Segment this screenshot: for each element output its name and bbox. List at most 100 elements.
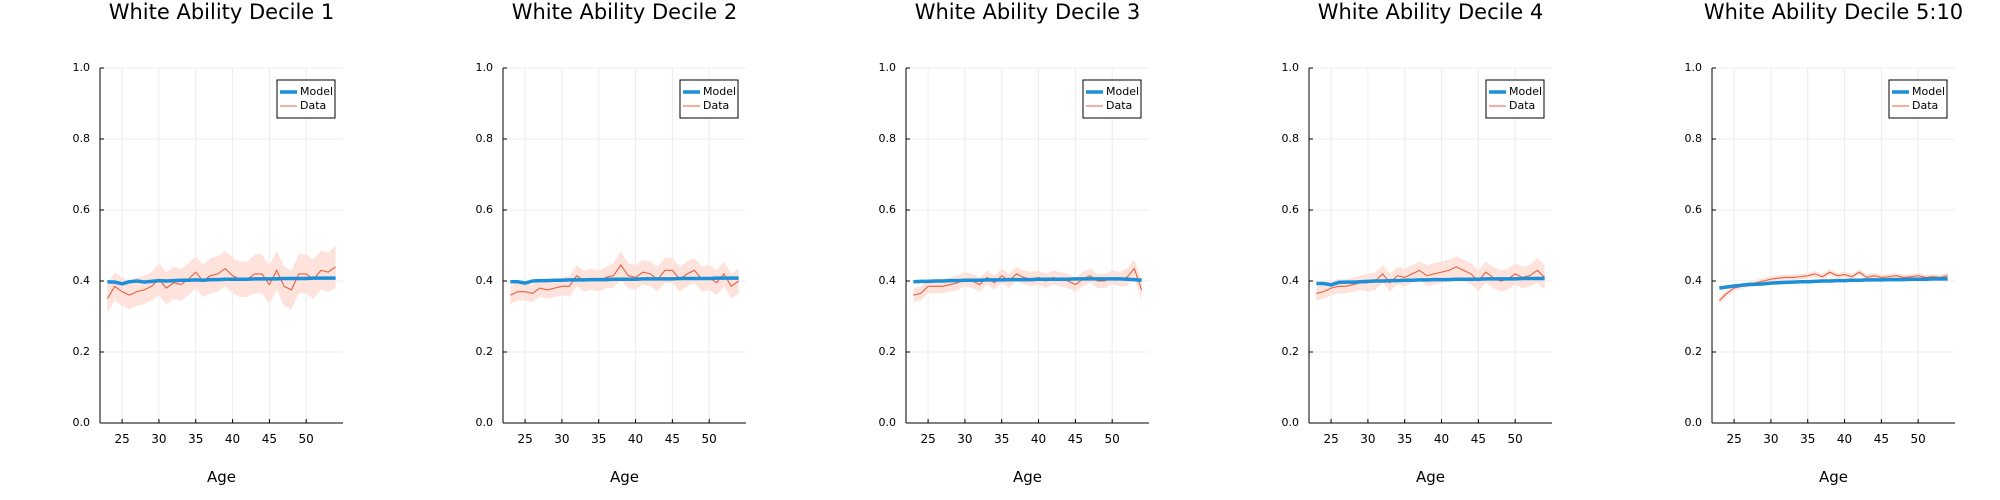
legend-data-label: Data: [1912, 99, 1938, 112]
y-tick-label: 0.2: [1685, 345, 1703, 358]
y-tick-label: 0.0: [476, 416, 494, 429]
chart-panel-4: White Ability Decile 4 25 30 35 40 45 50 0.0 0.2…: [1282, 0, 1552, 486]
x-tick-label: 40: [225, 432, 240, 446]
x-tick-label: 25: [1726, 432, 1741, 446]
x-tick-label: 35: [1397, 432, 1412, 446]
x-tick-label: 30: [957, 432, 972, 446]
y-tick-label: 0.6: [879, 203, 897, 216]
model-series-line: [1316, 276, 1545, 287]
legend-box: [679, 79, 739, 119]
legend-box: [1082, 79, 1142, 119]
y-tick-label: 0.0: [1685, 416, 1703, 429]
y-tick-label: 1.0: [73, 61, 91, 74]
chart-panel-3: White Ability Decile 3 25 30 35 40 45 50 0.0 0.2…: [879, 0, 1149, 486]
x-tick-label: 50: [1508, 432, 1523, 446]
data-series-line: [106, 266, 336, 300]
x-tick-label: 30: [554, 432, 569, 446]
x-tick-label: 45: [1471, 432, 1486, 446]
x-tick-label: 35: [591, 432, 606, 446]
model-series-line: [1719, 277, 1948, 290]
y-tick-label: 0.4: [73, 274, 91, 287]
x-axis-label: Age: [1013, 468, 1042, 486]
x-tick-label: 50: [1105, 432, 1120, 446]
legend-data-label: Data: [1106, 99, 1132, 112]
chart-panel-5: White Ability Decile 5:10 25 30 35 40 45 50 0.0…: [1685, 0, 1964, 486]
x-tick-label: 45: [665, 432, 680, 446]
legend-data-label: Data: [300, 99, 326, 112]
x-tick-label: 25: [1323, 432, 1338, 446]
x-axis-label: Age: [207, 468, 236, 486]
x-tick-label: 50: [1911, 432, 1926, 446]
legend-model-label: Model: [1509, 85, 1542, 98]
x-tick-label: 40: [1837, 432, 1852, 446]
legend-model-label: Model: [1912, 85, 1945, 98]
y-tick-label: 0.8: [73, 132, 91, 145]
chart-panel-1: White Ability Decile 1 25 30 35 40 45 50 0.0 0.2…: [73, 0, 343, 486]
y-tick-label: 0.8: [879, 132, 897, 145]
x-tick-label: 45: [262, 432, 277, 446]
x-tick-label: 25: [114, 432, 129, 446]
y-tick-label: 0.2: [476, 345, 494, 358]
y-tick-label: 0.4: [879, 274, 897, 287]
x-axis-label: Age: [1819, 468, 1848, 486]
y-tick-label: 0.0: [1282, 416, 1300, 429]
x-tick-label: 30: [151, 432, 166, 446]
chart-title: White Ability Decile 4: [1318, 0, 1544, 24]
y-tick-label: 0.4: [1282, 274, 1300, 287]
x-tick-label: 35: [994, 432, 1009, 446]
x-axis-label: Age: [1416, 468, 1445, 486]
x-tick-label: 40: [628, 432, 643, 446]
x-tick-label: 30: [1360, 432, 1375, 446]
x-tick-label: 50: [299, 432, 314, 446]
legend-model-label: Model: [300, 85, 333, 98]
x-tick-label: 50: [702, 432, 717, 446]
y-tick-label: 0.4: [1685, 274, 1703, 287]
y-tick-label: 0.0: [73, 416, 91, 429]
model-series-line: [107, 276, 336, 286]
y-tick-label: 0.8: [476, 132, 494, 145]
y-tick-label: 0.2: [73, 345, 91, 358]
y-tick-label: 0.8: [1282, 132, 1300, 145]
y-tick-label: 0.2: [879, 345, 897, 358]
x-tick-label: 30: [1763, 432, 1778, 446]
x-tick-label: 40: [1031, 432, 1046, 446]
legend-box: [1888, 79, 1948, 119]
x-tick-label: 45: [1068, 432, 1083, 446]
legend-data-label: Data: [1509, 99, 1535, 112]
y-tick-label: 0.0: [879, 416, 897, 429]
chart-title: White Ability Decile 2: [512, 0, 738, 24]
chart-title: White Ability Decile 1: [109, 0, 335, 24]
chart-title: White Ability Decile 5:10: [1704, 0, 1963, 24]
y-tick-label: 0.6: [1685, 203, 1703, 216]
x-tick-label: 35: [1800, 432, 1815, 446]
data-confidence-band: [510, 250, 739, 305]
x-tick-label: 25: [920, 432, 935, 446]
legend-data-label: Data: [703, 99, 729, 112]
y-tick-label: 0.6: [476, 203, 494, 216]
y-tick-label: 0.8: [1685, 132, 1703, 145]
legend-model-label: Model: [1106, 85, 1139, 98]
x-axis-label: Age: [610, 468, 639, 486]
y-tick-label: 1.0: [879, 61, 897, 74]
y-tick-label: 0.4: [476, 274, 494, 287]
legend-model-label: Model: [703, 85, 736, 98]
x-tick-label: 40: [1434, 432, 1449, 446]
x-tick-label: 35: [188, 432, 203, 446]
y-tick-label: 1.0: [1685, 61, 1703, 74]
x-tick-label: 25: [517, 432, 532, 446]
chart-panel-2: White Ability Decile 2 25 30 35 40 45 50 0.0 0.2…: [476, 0, 746, 486]
y-tick-label: 0.6: [1282, 203, 1300, 216]
y-tick-label: 0.2: [1282, 345, 1300, 358]
y-tick-label: 0.6: [73, 203, 91, 216]
chart-title: White Ability Decile 3: [915, 0, 1141, 24]
y-tick-label: 1.0: [476, 61, 494, 74]
legend-box: [276, 79, 336, 119]
x-tick-label: 45: [1874, 432, 1889, 446]
model-series-line: [510, 276, 739, 285]
